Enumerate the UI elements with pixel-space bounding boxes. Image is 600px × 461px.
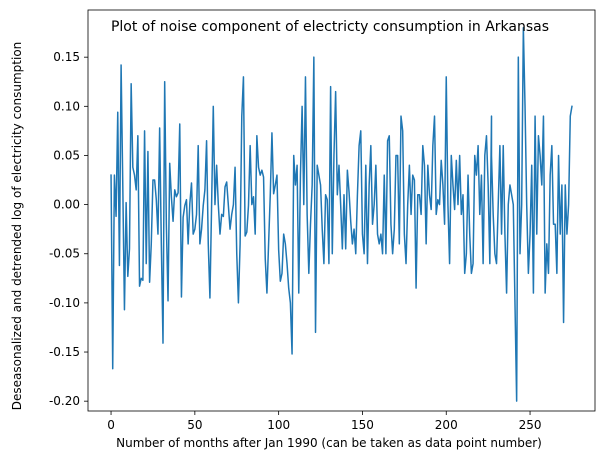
y-tick-label: -0.15: [49, 345, 80, 359]
x-tick-label: 250: [519, 418, 542, 432]
y-axis: -0.20 -0.15 -0.10 -0.05 0.00 0.05 0.10 0.15: [49, 50, 88, 408]
y-tick-label: 0.05: [53, 148, 80, 162]
x-tick-label: 50: [187, 418, 202, 432]
series-line-noise: [110, 26, 573, 402]
x-axis-label: Number of months after Jan 1990 (can be …: [116, 436, 542, 450]
plot-area: [87, 9, 596, 412]
x-tick-label: 100: [267, 418, 290, 432]
x-tick-label: 150: [351, 418, 374, 432]
y-axis-label: Deseasonalized and detrended log of elec…: [10, 42, 24, 411]
x-tick-label: 0: [107, 418, 115, 432]
y-tick-label: -0.20: [49, 394, 80, 408]
x-tick-label: 200: [435, 418, 458, 432]
y-tick-label: 0.15: [53, 50, 80, 64]
x-axis: 0 50 100 150 200 250: [107, 411, 542, 432]
chart-title: Plot of noise component of electricty co…: [111, 19, 549, 35]
y-tick-label: 0.10: [53, 99, 80, 113]
y-tick-label: -0.05: [49, 247, 80, 261]
y-tick-label: 0.00: [53, 198, 80, 212]
plot-frame: [87, 9, 596, 412]
y-tick-label: -0.10: [49, 296, 80, 310]
